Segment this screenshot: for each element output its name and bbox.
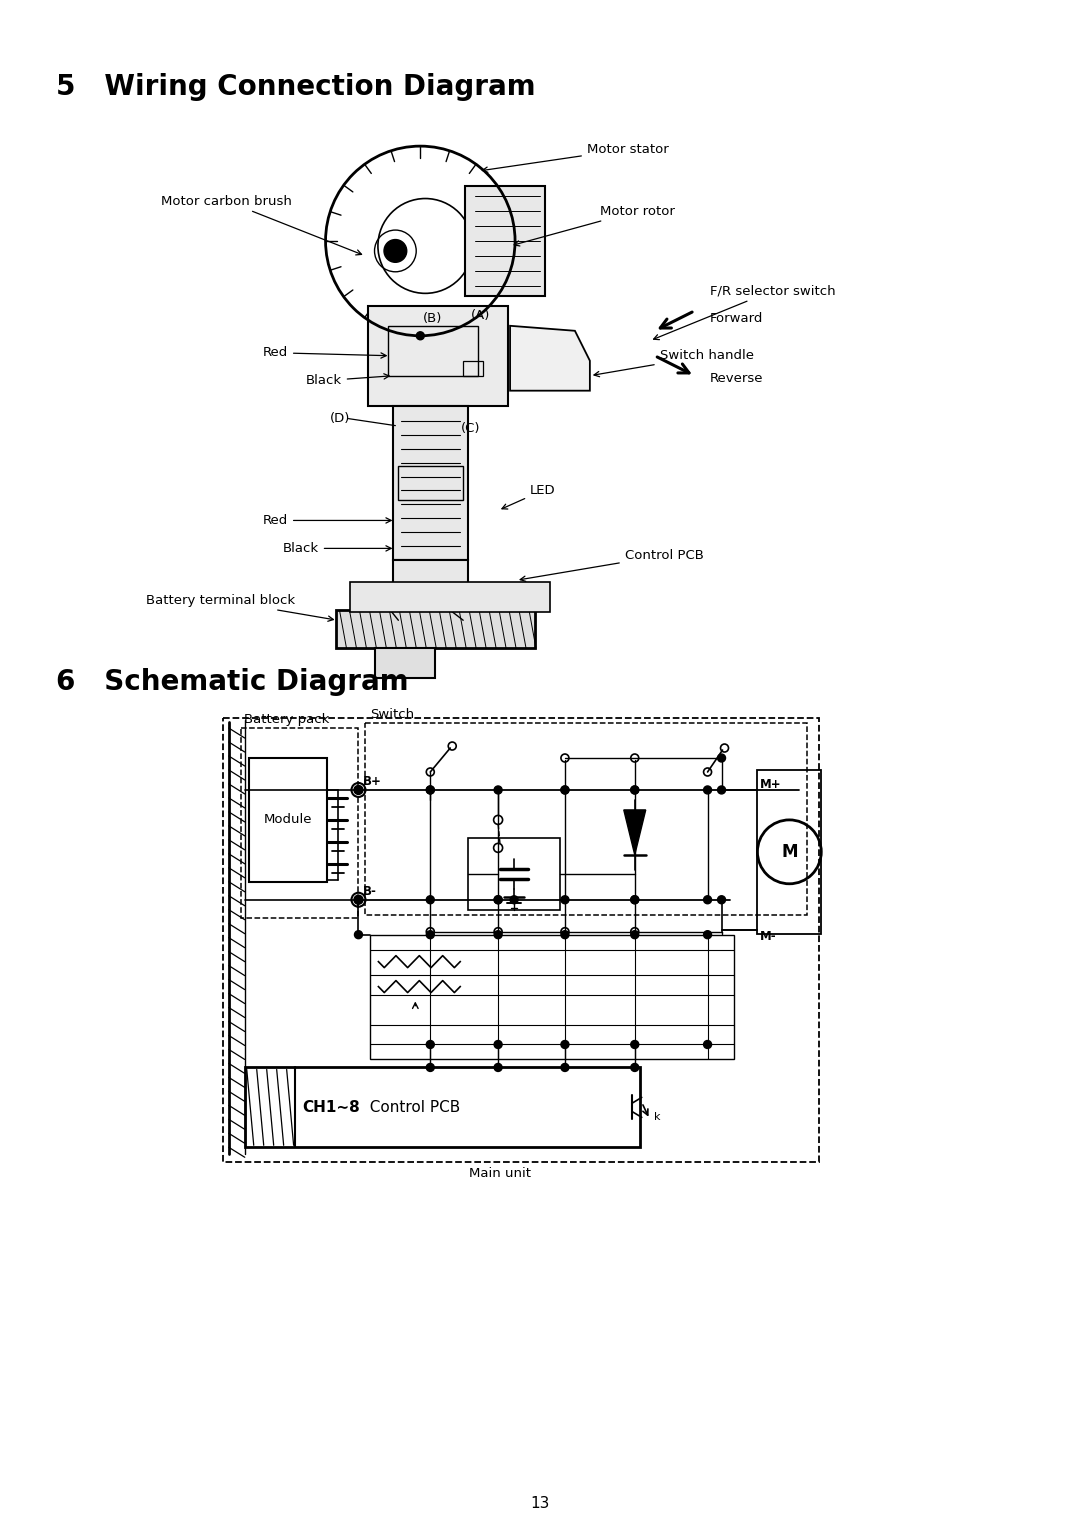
Circle shape [354,931,363,938]
Circle shape [631,895,638,903]
Text: Battery terminal block: Battery terminal block [146,594,334,622]
Text: Black: Black [283,542,391,555]
Text: LED: LED [502,484,555,509]
Bar [365,723,808,915]
Bar [370,935,734,1059]
Circle shape [427,785,434,795]
Text: 13: 13 [530,1496,550,1511]
Text: Motor stator: Motor stator [483,142,669,173]
Text: Forward: Forward [710,312,762,325]
Polygon shape [510,325,590,391]
Text: Motor rotor: Motor rotor [514,205,675,246]
Bar [757,770,821,934]
Circle shape [427,895,434,903]
Bar [368,306,508,405]
Circle shape [703,931,712,938]
Text: Switch: Switch [370,707,415,721]
Circle shape [561,785,569,795]
Bar [351,582,550,613]
Text: (C): (C) [460,422,480,435]
Circle shape [631,1041,638,1048]
Circle shape [427,1063,434,1071]
Circle shape [495,931,502,938]
Text: Control PCB: Control PCB [361,1100,461,1115]
Text: Control PCB: Control PCB [521,549,704,581]
Text: Black: Black [306,374,389,387]
Text: B-: B- [363,885,376,898]
Circle shape [561,931,569,938]
Text: (A): (A) [471,309,490,322]
Circle shape [416,332,424,339]
Text: Red: Red [262,347,387,359]
Text: (B): (B) [422,312,442,325]
Bar [463,361,483,376]
Circle shape [384,240,407,263]
Circle shape [631,785,638,795]
Circle shape [354,785,363,795]
Bar [393,561,469,620]
Circle shape [495,1063,502,1071]
Text: M: M [781,843,798,860]
Bar [336,610,535,648]
Bar [399,466,463,501]
Circle shape [631,785,638,795]
Circle shape [495,895,502,903]
Circle shape [510,895,518,903]
Text: (D): (D) [330,413,351,425]
Circle shape [561,1041,569,1048]
Text: F/R selector switch: F/R selector switch [653,284,835,339]
Circle shape [631,1063,638,1071]
Text: 6   Schematic Diagram: 6 Schematic Diagram [56,668,409,697]
Text: CH1∼8: CH1∼8 [302,1100,361,1115]
Circle shape [631,895,638,903]
Text: Module: Module [264,813,312,827]
Bar [469,837,559,909]
Bar [393,405,469,561]
Text: Reverse: Reverse [710,373,764,385]
Text: Motor carbon brush: Motor carbon brush [161,194,362,255]
Polygon shape [624,810,646,854]
Text: Switch handle: Switch handle [594,350,754,377]
Circle shape [631,931,638,938]
Bar [245,1068,639,1148]
Circle shape [717,895,726,903]
Bar [248,758,326,882]
Bar [222,718,820,1163]
Circle shape [703,1041,712,1048]
Circle shape [561,785,569,795]
Text: M+: M+ [759,778,781,792]
Circle shape [717,753,726,762]
Text: 5   Wiring Connection Diagram: 5 Wiring Connection Diagram [56,73,536,101]
Circle shape [495,785,502,795]
Bar [389,325,478,376]
Circle shape [717,785,726,795]
Circle shape [561,1063,569,1071]
Circle shape [354,895,363,905]
Text: M-: M- [759,929,777,943]
Circle shape [561,895,569,903]
Circle shape [703,895,712,903]
Text: Red: Red [262,513,391,527]
Circle shape [427,785,434,795]
Text: Main unit: Main unit [469,1167,531,1180]
Circle shape [703,785,712,795]
Circle shape [427,931,434,938]
Text: k: k [653,1112,660,1123]
Text: Battery pack: Battery pack [244,714,329,726]
Circle shape [495,1041,502,1048]
Circle shape [427,1041,434,1048]
Bar [376,648,435,678]
Text: B+: B+ [363,775,381,788]
Circle shape [495,895,502,903]
Bar [465,186,545,296]
Bar [241,727,359,918]
